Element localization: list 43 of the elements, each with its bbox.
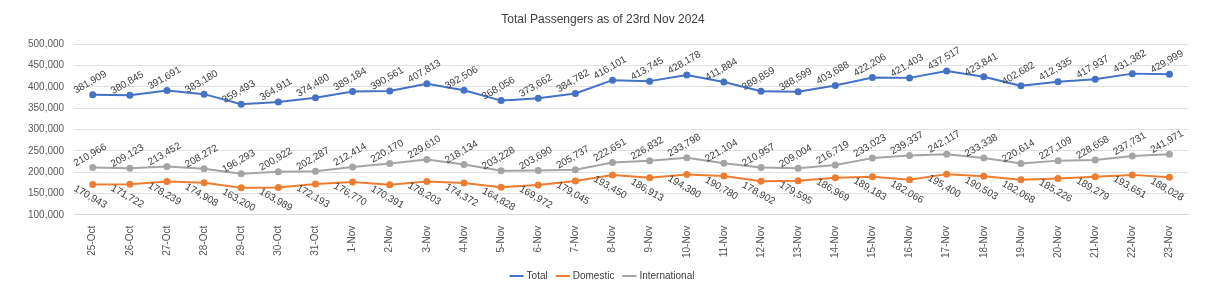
legend-label: Domestic: [572, 269, 615, 281]
x-tick-label: 19-Nov: [1014, 225, 1026, 259]
x-tick-label: 27-Oct: [160, 225, 172, 256]
x-tick-label: 31-Oct: [309, 225, 321, 256]
x-tick-label: 28-Oct: [197, 225, 209, 256]
y-tick-label: 150,000: [27, 187, 65, 199]
legend-label: Total: [526, 269, 548, 281]
y-tick-label: 200,000: [27, 165, 65, 177]
x-tick-label: 3-Nov: [420, 225, 432, 253]
x-tick-label: 17-Nov: [940, 225, 952, 259]
x-tick-label: 11-Nov: [717, 225, 729, 258]
x-tick-label: 20-Nov: [1051, 225, 1063, 259]
x-tick-label: 12-Nov: [754, 225, 766, 259]
x-tick-label: 21-Nov: [1088, 225, 1100, 259]
legend-label: International: [639, 269, 695, 281]
x-tick-label: 15-Nov: [866, 225, 878, 259]
y-tick-label: 400,000: [27, 80, 65, 92]
x-tick-label: 4-Nov: [457, 225, 469, 253]
x-tick-label: 10-Nov: [680, 225, 692, 259]
y-tick-label: 450,000: [27, 59, 65, 71]
x-tick-label: 30-Oct: [272, 225, 284, 256]
y-tick-label: 500,000: [27, 38, 65, 50]
x-tick-label: 22-Nov: [1126, 225, 1138, 259]
x-tick-label: 7-Nov: [569, 225, 581, 253]
x-tick-label: 5-Nov: [494, 225, 506, 253]
x-tick-label: 13-Nov: [791, 225, 803, 259]
y-tick-label: 250,000: [27, 144, 65, 156]
x-tick-label: 6-Nov: [532, 225, 543, 253]
y-tick-label: 100,000: [27, 208, 65, 220]
x-tick-label: 23-Nov: [1163, 225, 1175, 259]
x-tick-label: 9-Nov: [643, 225, 655, 253]
x-tick-label: 14-Nov: [829, 225, 841, 259]
x-tick-label: 25-Oct: [86, 225, 98, 256]
x-tick-label: 1-Nov: [346, 225, 358, 253]
x-tick-label: 16-Nov: [903, 225, 915, 259]
x-tick-label: 18-Nov: [977, 225, 989, 259]
y-tick-label: 300,000: [27, 123, 65, 135]
x-tick-label: 8-Nov: [606, 225, 618, 253]
y-tick-label: 350,000: [27, 102, 65, 114]
chart-title: Total Passengers as of 23rd Nov 2024: [501, 11, 706, 26]
x-tick-label: 2-Nov: [383, 225, 395, 253]
x-tick-label: 26-Oct: [123, 225, 135, 256]
x-tick-label: 29-Oct: [234, 225, 246, 256]
